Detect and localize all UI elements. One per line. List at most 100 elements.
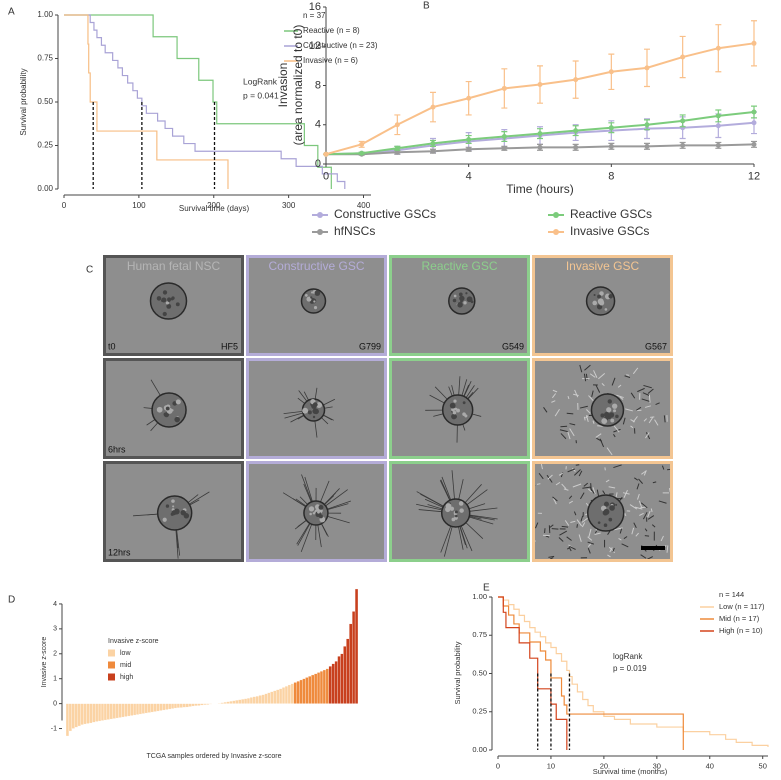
cell-strand [634,477,639,481]
cell-strand [626,374,630,376]
cell-strand [685,497,687,501]
micrograph [103,358,244,459]
x-tick-label: 0 [496,761,500,770]
point [394,149,400,155]
cell-strand [566,536,572,541]
spheroid-texture [314,290,321,296]
spheroid-texture [615,503,618,506]
bar [168,703,172,710]
cell-strand [568,500,574,504]
point [573,128,579,134]
cell-process [472,413,482,417]
cell-process [303,483,312,503]
point [715,142,721,148]
cell-strand [566,412,574,415]
cell-strand [587,542,592,547]
point [501,145,507,151]
cell-strand [637,387,645,393]
cell-strand [615,492,618,499]
cell-process [427,504,443,510]
spheroid-texture [596,304,603,310]
bar [343,646,347,704]
bar [308,676,312,704]
cell-strand [650,416,655,418]
cell-strand [578,534,582,542]
spheroid-texture [313,408,319,415]
cell-strand [623,489,628,499]
cell-process [416,491,444,507]
bar [194,703,198,707]
spheroid-texture [593,294,596,297]
bar [159,703,163,711]
y-axis-label: (area normalized to t0) [291,25,305,146]
cell-process [150,422,159,432]
cell-strand [558,537,564,542]
y-tick-label: 8 [315,79,321,91]
spheroid-texture [311,291,314,294]
bar [261,694,265,704]
point [573,77,579,83]
spheroid-texture [597,294,601,299]
cell-strand [598,372,606,380]
y-tick-label: 0.00 [472,745,487,754]
y-tick-label: 0.50 [472,668,487,677]
bar [334,661,338,704]
legend-label: Mid (n = 17) [719,614,760,623]
cell-process [187,494,199,503]
bar [232,700,236,704]
spheroid-texture [453,399,457,403]
spheroid-texture [317,510,320,514]
cell-strand [583,482,589,487]
cell-strand [574,389,579,398]
cell-process [464,484,482,503]
spheroid-texture [597,521,601,524]
legend-label: Invasive GSCs [570,224,649,238]
cell-process [424,498,444,508]
series [323,20,757,157]
bar [86,703,90,724]
panel-label: D [8,595,15,606]
point [323,151,329,157]
cell-process [317,524,322,548]
spheroid-texture [459,508,464,513]
spheroid-texture [609,505,615,511]
x-tick-label: 20 [600,761,608,770]
cell-process [458,376,461,396]
spheroid-texture [453,294,457,298]
cell-process [297,415,305,420]
cell-strand [635,406,642,411]
x-tick-label: 4 [466,171,472,183]
cell-process [188,491,210,505]
cell-process [295,498,307,507]
cell-border [532,358,673,459]
spheroid-texture [457,301,463,308]
x-tick-label: 0 [323,171,329,183]
cell-process [469,515,482,520]
spheroid-texture [166,303,172,309]
cell-strand [607,554,611,558]
spheroid-texture [592,300,598,306]
cell-strand [569,428,575,437]
cell-process [303,391,309,401]
bar [127,703,131,717]
bar [226,701,230,704]
cell-strand [624,375,631,379]
bar [299,679,303,704]
sample-id: HF5 [221,341,238,351]
cell-process [325,489,348,507]
bar [130,703,134,716]
bar [144,703,148,714]
spheroid-texture [172,401,177,406]
bar [249,697,254,704]
cell-strand [618,538,622,541]
micrograph [103,255,244,356]
cell-process [282,492,306,508]
cell-process [443,526,453,557]
cell-strand [666,545,669,553]
row-label: 6hrs [108,444,126,454]
cell-strand [554,408,560,417]
cell-process [297,519,307,528]
y-tick-label: -1 [51,725,57,732]
cell-process [284,412,304,419]
bar [223,701,227,704]
